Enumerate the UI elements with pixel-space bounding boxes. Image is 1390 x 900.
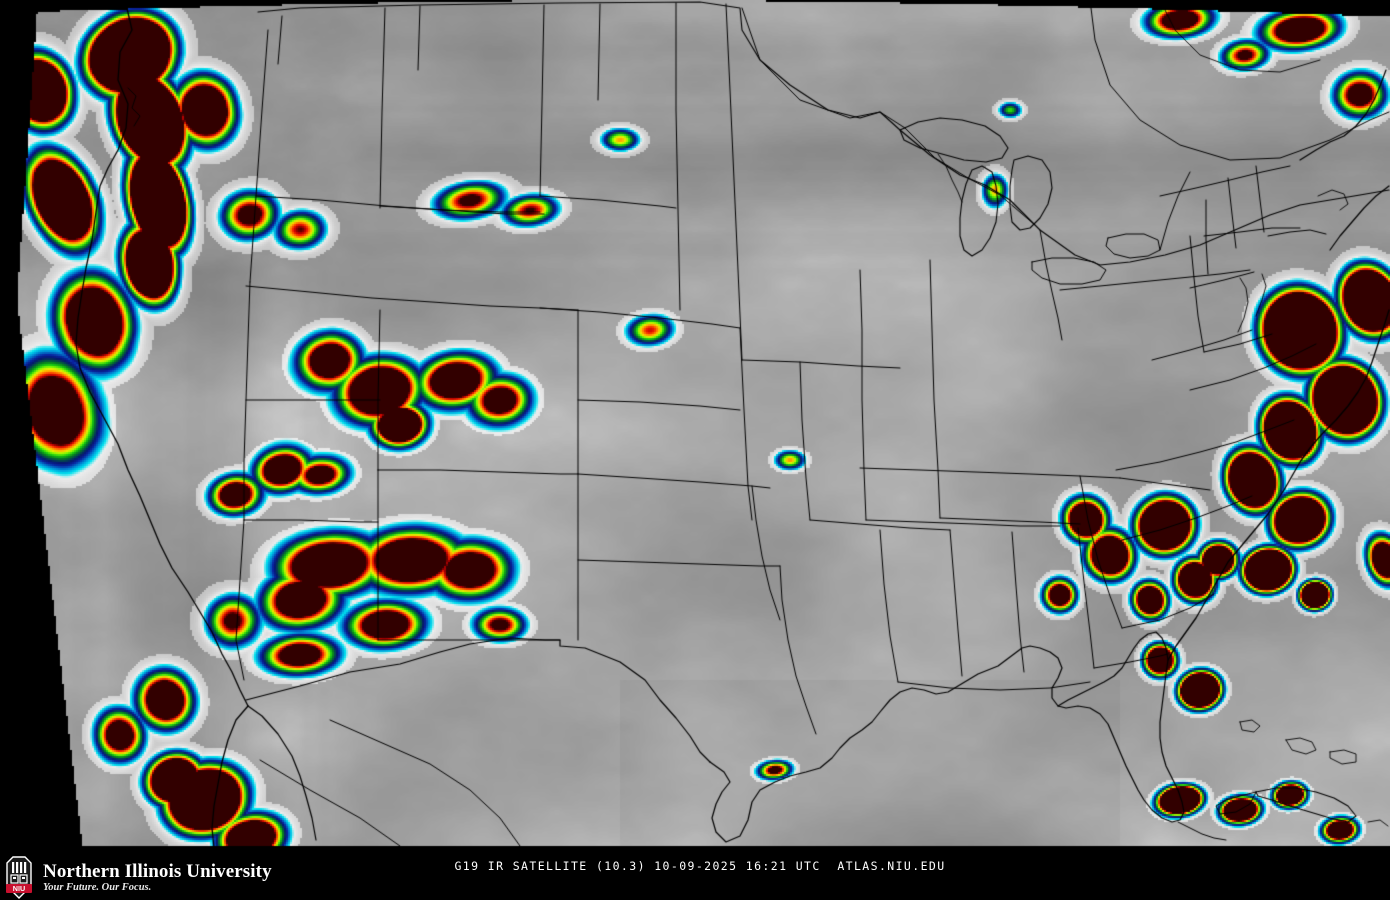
- image-title-caption: G19 IR SATELLITE (10.3) 10-09-2025 16:21…: [454, 859, 946, 873]
- university-tagline: Your Future. Our Focus.: [43, 881, 152, 893]
- university-name: Northern Illinois University: [43, 860, 272, 882]
- niu-brand-logo[interactable]: NIU Northern Illinois University Your Fu…: [0, 855, 272, 900]
- niu-brand-text: Northern Illinois University Your Future…: [43, 862, 272, 894]
- footer-bar: NIU Northern Illinois University Your Fu…: [0, 855, 1390, 900]
- satellite-image-panel[interactable]: [0, 0, 1390, 855]
- goes-ir-satellite-image[interactable]: [0, 0, 1390, 855]
- niu-badge-text: NIU: [13, 884, 25, 893]
- niu-castle-icon: NIU: [3, 856, 35, 899]
